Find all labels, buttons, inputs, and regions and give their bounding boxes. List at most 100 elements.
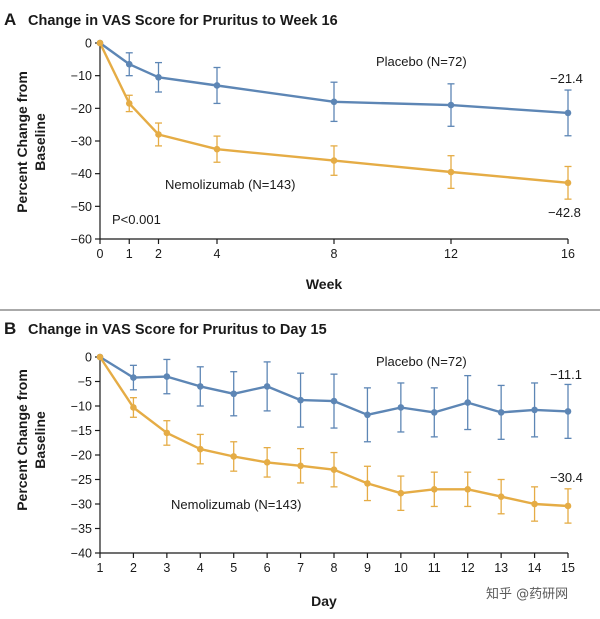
panel-b-placebo-point	[297, 396, 304, 404]
panel-a-placebo-end-value: −21.4	[550, 71, 583, 86]
panel-a-x-tick-label: 8	[331, 247, 338, 261]
panel-a-letter: A	[4, 10, 16, 29]
panel-a-x-tick-label: 16	[561, 247, 575, 261]
panel-a-nemolizumab-point	[564, 179, 572, 187]
panel-a-nemolizumab-series	[96, 39, 572, 200]
panel-b-placebo-label: Placebo (N=72)	[376, 354, 467, 369]
panel-b-x-tick-label: 12	[461, 561, 475, 575]
panel-a-placebo-point	[155, 74, 162, 81]
panel-a-y-tick-label: −10	[71, 69, 92, 83]
panel-a-y-axis-title-line2: Baseline	[32, 113, 48, 171]
panel-b-placebo-point	[196, 383, 204, 390]
panel-a: A Change in VAS Score for Pruritus to We…	[4, 10, 583, 292]
panel-b-placebo-point	[531, 406, 538, 414]
panel-b-y-tick-label: −10	[71, 400, 92, 414]
panel-a-nemolizumab-point	[447, 168, 455, 176]
panel-a-placebo-point	[564, 109, 572, 117]
panel-b-x-tick-label: 15	[561, 561, 575, 575]
panel-b-y-ticks: 0 −5 −10 −15 −20 −25 −30 −35 −40	[71, 351, 100, 561]
panel-b-x-tick-label: 5	[230, 561, 237, 575]
panel-b-x-tick-label: 14	[528, 561, 542, 575]
panel-b: B Change in VAS Score for Pruritus to Da…	[4, 319, 583, 609]
panel-b-x-ticks: 1 2 3 4 5 6 7 8 9 10 11 12 13 14 15	[97, 553, 575, 575]
panel-a-y-tick-label: −60	[71, 233, 92, 247]
panel-a-y-tick-label: −40	[71, 167, 92, 181]
panel-a-nemolizumab-label: Nemolizumab (N=143)	[165, 177, 295, 192]
panel-b-nemolizumab-end-value: −30.4	[550, 470, 583, 485]
panel-a-nemolizumab-point	[155, 131, 162, 138]
panel-b-nemolizumab-point	[96, 353, 104, 361]
panel-a-nemolizumab-point	[125, 100, 133, 107]
panel-b-placebo-point	[230, 390, 238, 398]
panel-a-placebo-point	[447, 101, 455, 109]
panel-a-placebo-series	[96, 39, 572, 137]
panel-a-placebo-point	[213, 82, 221, 89]
panel-b-placebo-point	[564, 408, 572, 415]
panel-b-nemolizumab-point	[430, 486, 438, 493]
panel-a-y-tick-label: −20	[71, 102, 92, 116]
panel-a-x-axis-title: Week	[306, 276, 343, 292]
panel-a-p-value: P<0.001	[112, 212, 161, 227]
panel-b-x-tick-label: 8	[331, 561, 338, 575]
panel-b-y-tick-label: −20	[71, 449, 92, 463]
panel-b-placebo-point	[263, 383, 271, 390]
panel-b-nemolizumab-point	[564, 502, 572, 510]
panel-b-y-axis-title-line1: Percent Change from	[14, 369, 30, 511]
panel-b-x-tick-label: 4	[197, 561, 204, 575]
panel-a-placebo-point	[125, 60, 133, 68]
panel-b-y-tick-label: −40	[71, 547, 92, 561]
panel-b-nemolizumab-point	[297, 462, 304, 470]
panel-b-placebo-point	[130, 374, 137, 381]
panel-a-x-ticks: 0 1 2 4 8 12 16	[97, 239, 575, 261]
panel-b-nemolizumab-point	[397, 489, 405, 497]
panel-b-x-tick-label: 3	[163, 561, 170, 575]
panel-b-placebo-point	[464, 399, 472, 406]
panel-b-y-tick-label: −5	[78, 375, 92, 389]
panel-b-nemolizumab-point	[196, 445, 204, 453]
panel-b-x-tick-label: 1	[97, 561, 104, 575]
panel-a-series	[96, 39, 572, 200]
panel-b-nemolizumab-point	[464, 486, 472, 493]
panel-b-placebo-point	[163, 373, 171, 380]
panel-b-nemolizumab-point	[163, 429, 171, 437]
panel-b-y-axis-title-line2: Baseline	[32, 411, 48, 469]
panel-b-x-axis-title: Day	[311, 593, 337, 609]
panel-a-nemolizumab-end-value: −42.8	[548, 205, 581, 220]
panel-b-y-tick-label: −25	[71, 473, 92, 487]
panel-a-y-tick-label: −50	[71, 200, 92, 214]
panel-b-nemolizumab-label: Nemolizumab (N=143)	[171, 497, 301, 512]
panel-b-nemolizumab-point	[263, 459, 271, 466]
panel-b-x-tick-label: 7	[297, 561, 304, 575]
panel-b-y-tick-label: −30	[71, 498, 92, 512]
panel-b-x-tick-label: 13	[494, 561, 508, 575]
panel-a-x-tick-label: 1	[126, 247, 133, 261]
panel-a-x-tick-label: 12	[444, 247, 458, 261]
panel-b-y-tick-label: 0	[85, 351, 92, 365]
panel-b-nemolizumab-point	[230, 453, 238, 460]
panel-b-x-tick-label: 2	[130, 561, 137, 575]
panel-a-x-tick-label: 4	[214, 247, 221, 261]
watermark: 知乎 @药研网	[486, 586, 568, 602]
panel-b-y-tick-label: −15	[71, 424, 92, 438]
panel-a-axes	[99, 43, 568, 240]
panel-b-placebo-point	[497, 409, 505, 416]
panel-b-nemolizumab-point	[364, 480, 371, 487]
panel-a-y-ticks: 0 −10 −20 −30 −40 −50 −60	[71, 37, 100, 247]
panel-a-placebo-label: Placebo (N=72)	[376, 54, 467, 69]
panel-b-nemolizumab-point	[531, 500, 538, 508]
panel-a-nemolizumab-point	[213, 145, 221, 153]
panel-a-y-tick-label: 0	[85, 37, 92, 51]
panel-b-placebo-point	[364, 411, 371, 419]
panel-a-y-axis-title-line1: Percent Change from	[14, 71, 30, 213]
panel-b-x-tick-label: 6	[264, 561, 271, 575]
panel-b-x-tick-label: 11	[428, 561, 441, 575]
panel-a-title: Change in VAS Score for Pruritus to Week…	[28, 13, 338, 29]
panel-b-placebo-point	[397, 404, 405, 411]
panel-b-nemolizumab-point	[130, 404, 137, 411]
panel-b-letter: B	[4, 319, 16, 338]
panel-a-nemolizumab-point	[330, 157, 338, 164]
panel-b-placebo-end-value: −11.1	[550, 367, 582, 382]
panel-a-nemolizumab-point	[96, 39, 104, 47]
